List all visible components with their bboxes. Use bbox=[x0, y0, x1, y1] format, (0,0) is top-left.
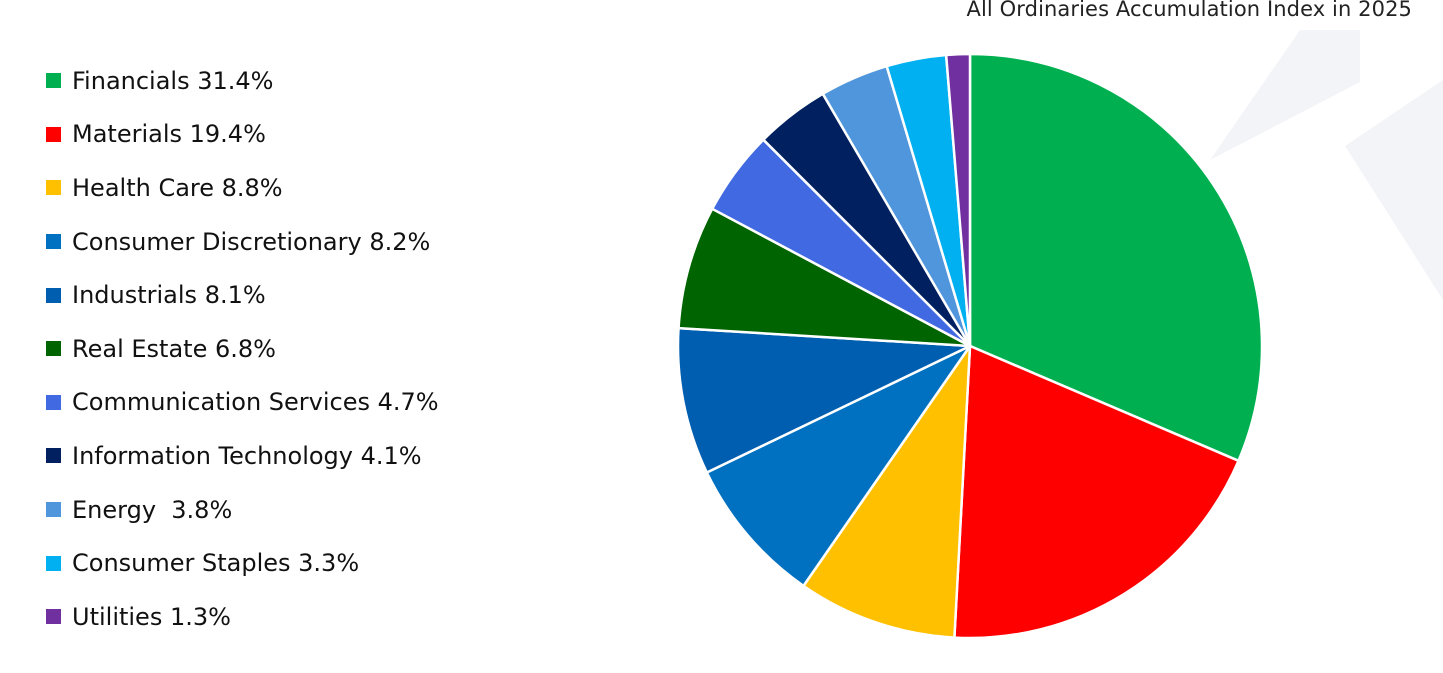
legend-swatch bbox=[46, 287, 61, 303]
pie-slice bbox=[968, 52, 1264, 463]
legend-swatch bbox=[46, 180, 61, 196]
pie-slice bbox=[677, 207, 972, 348]
legend-item: Communication Services 4.7% bbox=[46, 376, 439, 430]
legend-item: Consumer Discretionary 8.2% bbox=[46, 215, 439, 269]
pie-slice bbox=[802, 344, 972, 639]
legend-swatch bbox=[46, 126, 61, 142]
legend-swatch bbox=[46, 394, 61, 410]
legend-label: Materials 19.4% bbox=[72, 120, 266, 149]
legend-item: Health Care 8.8% bbox=[46, 161, 439, 215]
legend-swatch bbox=[46, 73, 61, 89]
legend-label: Real Estate 6.8% bbox=[72, 334, 276, 363]
legend-label: Industrials 8.1% bbox=[72, 281, 266, 310]
legend-label: Financials 31.4% bbox=[72, 66, 274, 95]
legend-label: Consumer Staples 3.3% bbox=[72, 549, 360, 578]
chart-title: All Ordinaries Accumulation Index in 202… bbox=[966, 0, 1412, 21]
chart-legend: Financials 31.4% Materials 19.4% Health Ca… bbox=[46, 54, 439, 644]
legend-item: Industrials 8.1% bbox=[46, 268, 439, 322]
legend-item: Utilities 1.3% bbox=[46, 590, 439, 644]
legend-label: Consumer Discretionary 8.2% bbox=[72, 227, 431, 256]
legend-label: Health Care 8.8% bbox=[72, 173, 283, 202]
legend-item: Consumer Staples 3.3% bbox=[46, 536, 439, 590]
legend-item: Real Estate 6.8% bbox=[46, 322, 439, 376]
pie-slice bbox=[953, 344, 1240, 640]
legend-item: Materials 19.4% bbox=[46, 108, 439, 162]
pie-slice bbox=[676, 326, 972, 474]
pie-slice bbox=[944, 52, 972, 348]
legend-swatch bbox=[46, 555, 61, 571]
legend-item: Energy 3.8% bbox=[46, 483, 439, 537]
legend-item: Information Technology 4.1% bbox=[46, 429, 439, 483]
legend-label: Information Technology 4.1% bbox=[72, 441, 422, 470]
pie-slice bbox=[705, 344, 972, 588]
legend-item: Financials 31.4% bbox=[46, 54, 439, 108]
legend-label: Communication Services 4.7% bbox=[72, 388, 439, 417]
legend-label: Utilities 1.3% bbox=[72, 602, 231, 631]
legend-swatch bbox=[46, 234, 61, 250]
legend-swatch bbox=[46, 448, 61, 464]
legend-swatch bbox=[46, 341, 61, 357]
legend-label: Energy 3.8% bbox=[72, 495, 233, 524]
legend-swatch bbox=[46, 609, 61, 625]
legend-swatch bbox=[46, 502, 61, 518]
